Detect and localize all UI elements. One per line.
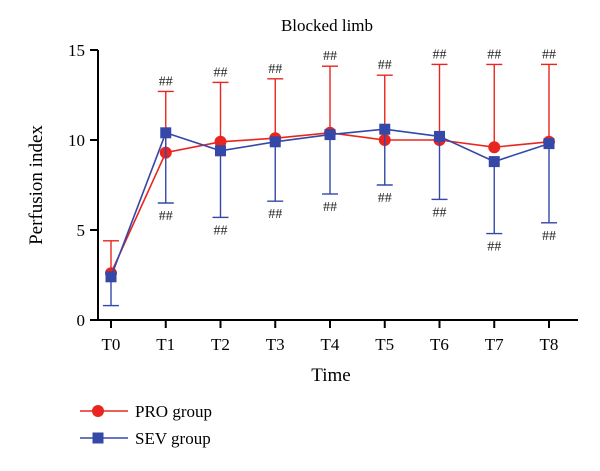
significance-label: ## [323, 49, 337, 64]
significance-label: ## [542, 47, 556, 62]
legend-item: PRO group [80, 402, 212, 421]
significance-label: ## [268, 62, 282, 77]
x-tick-label: T6 [430, 335, 449, 354]
data-point [434, 130, 445, 142]
legend-label: SEV group [135, 429, 211, 448]
data-point [379, 123, 391, 135]
significance-label: ## [487, 240, 501, 255]
y-axis-label: Perfusion index [26, 125, 47, 245]
data-point [214, 135, 227, 148]
y-tick-label: 10 [68, 131, 85, 150]
legend-item: SEV group [80, 429, 211, 448]
axes: 0 5 10 15 T0 T1 T2 T3 T4 T5 T6 T7 T8 [68, 41, 578, 354]
significance-label: ## [542, 229, 556, 244]
x-tick-label: T2 [211, 335, 230, 354]
legend-marker [92, 432, 104, 444]
series-layer: ## ## ## ## ## ## ## ## ## ## ## ## ## ## ## ## [103, 47, 557, 307]
significance-label: ## [323, 200, 337, 215]
legend: PRO group SEV group [80, 402, 212, 448]
y-tick-label: 5 [77, 221, 86, 240]
data-point [105, 271, 117, 283]
significance-label: ## [214, 223, 228, 238]
data-point [543, 138, 555, 150]
significance-label: ## [159, 209, 173, 224]
significance-label: ## [433, 205, 447, 220]
x-tick-label: T5 [375, 335, 394, 354]
significance-label: ## [487, 47, 501, 62]
y-tick-label: 0 [77, 311, 86, 330]
significance-label: ## [378, 191, 392, 206]
data-point [269, 136, 281, 148]
data-point [324, 129, 336, 141]
x-tick-label: T0 [102, 335, 121, 354]
significance-label: ## [159, 74, 173, 89]
data-point [160, 127, 172, 139]
chart-title: Blocked limb [281, 16, 373, 35]
y-tick-label: 15 [68, 41, 85, 60]
significance-label: ## [214, 65, 228, 80]
x-tick-label: T7 [485, 335, 504, 354]
x-axis-label: Time [311, 365, 350, 386]
x-tick-label: T1 [156, 335, 175, 354]
significance-label: ## [378, 58, 392, 73]
x-tick-label: T3 [266, 335, 285, 354]
series-sev: ## ## ## ## ## ## ## ## [103, 123, 557, 307]
legend-marker [92, 405, 104, 417]
x-tick-label: T8 [540, 335, 559, 354]
data-point [488, 141, 501, 154]
significance-label: ## [268, 207, 282, 222]
legend-label: PRO group [135, 402, 212, 421]
data-point [215, 145, 226, 157]
significance-label: ## [433, 47, 447, 62]
x-tick-label: T4 [321, 335, 340, 354]
data-point [488, 156, 500, 168]
